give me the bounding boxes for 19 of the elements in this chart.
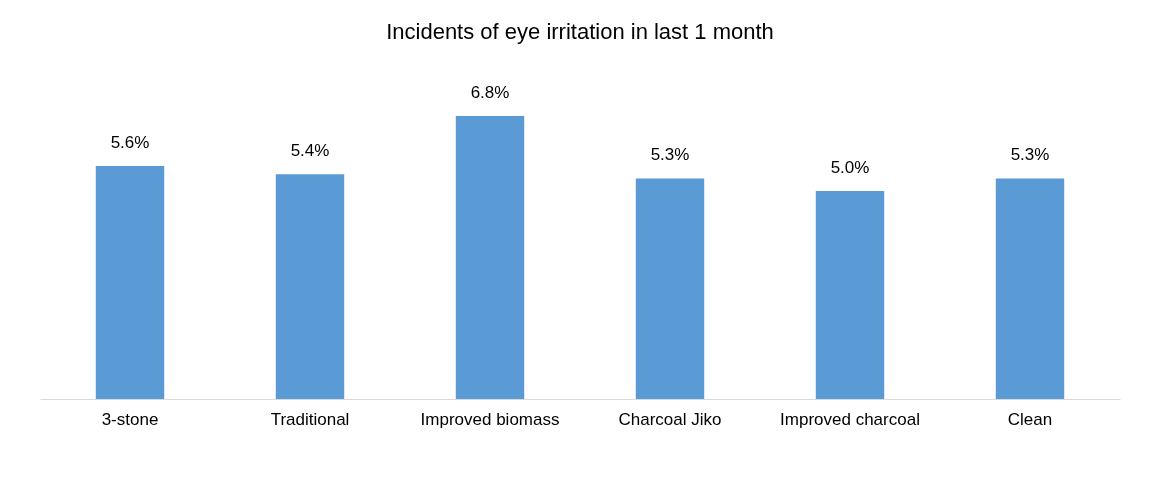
bar <box>815 190 885 399</box>
chart-title: Incidents of eye irritation in last 1 month <box>386 18 774 44</box>
bar <box>995 178 1065 399</box>
x-tick-label: Clean <box>1007 409 1053 429</box>
data-label: 5.3% <box>1010 145 1050 165</box>
x-tick-label: 3-stone <box>101 409 159 429</box>
data-label: 6.8% <box>470 82 510 102</box>
data-label: 5.3% <box>650 145 690 165</box>
data-label: 5.4% <box>290 141 330 161</box>
x-tick-label: Improved charcoal <box>780 409 920 429</box>
bar <box>275 174 345 399</box>
data-label: 5.0% <box>830 157 870 177</box>
bar <box>455 115 525 399</box>
x-tick-label: Traditional <box>270 409 350 429</box>
x-tick-label: Improved biomass <box>420 409 560 429</box>
bar <box>635 178 705 399</box>
x-tick-label: Charcoal Jiko <box>618 409 722 429</box>
bar <box>95 165 165 399</box>
data-label: 5.6% <box>110 132 150 152</box>
